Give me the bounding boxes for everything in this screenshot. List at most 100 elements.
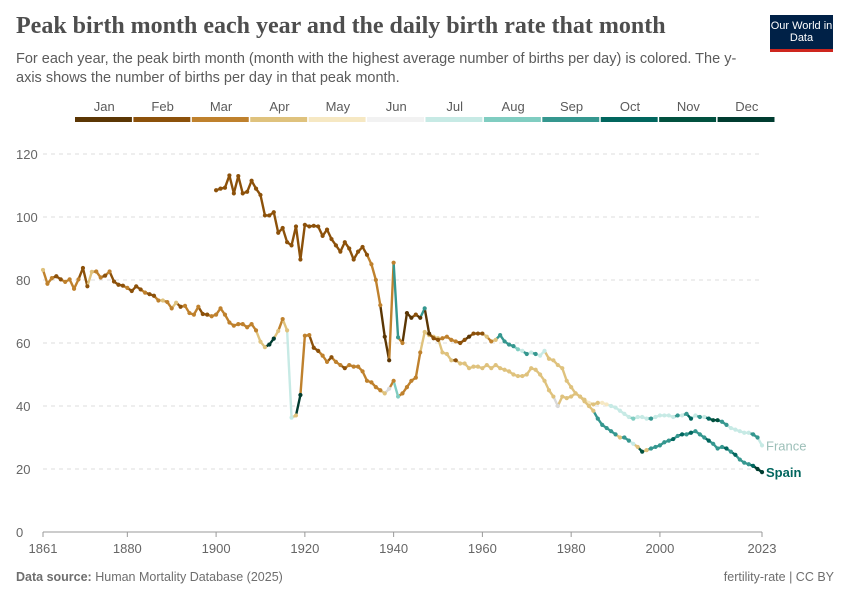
france-point[interactable] xyxy=(591,402,596,407)
legend-swatch-oct[interactable] xyxy=(600,117,658,122)
spain-point[interactable] xyxy=(622,435,627,440)
france-point[interactable] xyxy=(600,400,605,405)
france-point[interactable] xyxy=(205,312,210,317)
france-point[interactable] xyxy=(657,413,663,418)
spain-point[interactable] xyxy=(759,470,765,475)
spain-series-label[interactable]: Spain xyxy=(766,465,801,480)
france-point[interactable] xyxy=(364,378,370,383)
spain-point[interactable] xyxy=(253,186,259,191)
legend-label-dec[interactable]: Dec xyxy=(735,99,759,114)
france-point[interactable] xyxy=(648,416,654,421)
spain-point[interactable] xyxy=(719,444,725,450)
france-point[interactable] xyxy=(742,430,747,435)
france-point[interactable] xyxy=(120,283,125,288)
france-point[interactable] xyxy=(54,274,59,279)
spain-point[interactable] xyxy=(422,306,427,311)
france-point[interactable] xyxy=(413,375,418,380)
france-point[interactable] xyxy=(489,366,494,371)
france-point[interactable] xyxy=(245,325,250,330)
spain-point[interactable] xyxy=(542,348,547,353)
france-point[interactable] xyxy=(613,405,618,410)
france-point[interactable] xyxy=(71,286,77,291)
spain-point[interactable] xyxy=(298,257,303,262)
legend-label-sep[interactable]: Sep xyxy=(560,99,583,114)
spain-point[interactable] xyxy=(635,444,640,450)
spain-point[interactable] xyxy=(316,224,321,229)
france-point[interactable] xyxy=(693,413,698,418)
france-point[interactable] xyxy=(440,350,445,355)
spain-point[interactable] xyxy=(404,310,410,316)
spain-point[interactable] xyxy=(515,347,520,352)
spain-point[interactable] xyxy=(351,257,356,262)
france-point[interactable] xyxy=(138,287,143,292)
spain-point[interactable] xyxy=(484,334,489,339)
spain-point[interactable] xyxy=(555,362,560,368)
france-point[interactable] xyxy=(733,427,738,432)
france-point[interactable] xyxy=(373,385,378,390)
france-point[interactable] xyxy=(555,403,560,409)
spain-point[interactable] xyxy=(680,432,685,437)
france-point[interactable] xyxy=(63,279,68,284)
france-point[interactable] xyxy=(622,411,627,416)
france-point[interactable] xyxy=(94,269,99,274)
spain-point[interactable] xyxy=(626,438,631,443)
spain-point[interactable] xyxy=(537,353,543,358)
france-point[interactable] xyxy=(706,416,711,421)
france-point[interactable] xyxy=(111,279,117,284)
spain-point[interactable] xyxy=(489,339,494,344)
france-point[interactable] xyxy=(471,364,476,369)
france-point[interactable] xyxy=(236,322,241,327)
spain-point[interactable] xyxy=(231,191,236,196)
france-point[interactable] xyxy=(151,293,157,298)
france-point[interactable] xyxy=(85,284,90,289)
france-point[interactable] xyxy=(640,414,645,420)
spain-point[interactable] xyxy=(546,356,552,361)
spain-point[interactable] xyxy=(293,224,299,229)
france-point[interactable] xyxy=(564,396,569,401)
spain-point[interactable] xyxy=(444,334,449,339)
france-point[interactable] xyxy=(231,323,236,328)
france-point[interactable] xyxy=(697,414,702,420)
spain-point[interactable] xyxy=(573,391,578,396)
spain-point[interactable] xyxy=(373,277,378,283)
france-point[interactable] xyxy=(702,414,707,420)
france-point[interactable] xyxy=(666,413,671,418)
legend-label-mar[interactable]: Mar xyxy=(210,99,233,114)
spain-point[interactable] xyxy=(289,243,294,248)
france-point[interactable] xyxy=(200,311,205,317)
france-point[interactable] xyxy=(546,388,552,393)
spain-point[interactable] xyxy=(307,224,312,229)
france-point[interactable] xyxy=(395,394,401,399)
france-point[interactable] xyxy=(80,265,86,271)
spain-point[interactable] xyxy=(693,429,698,434)
spain-point[interactable] xyxy=(218,186,223,191)
spain-point[interactable] xyxy=(395,335,401,340)
legend-swatch-apr[interactable] xyxy=(250,117,308,122)
france-point[interactable] xyxy=(569,394,574,399)
france-point[interactable] xyxy=(462,361,467,366)
france-point[interactable] xyxy=(40,267,46,273)
spain-point[interactable] xyxy=(675,433,680,439)
france-point[interactable] xyxy=(595,400,600,405)
spain-point[interactable] xyxy=(462,337,467,342)
france-point[interactable] xyxy=(387,386,392,391)
legend-swatch-sep[interactable] xyxy=(542,117,600,122)
spain-point[interactable] xyxy=(737,457,742,462)
spain-point[interactable] xyxy=(613,432,618,437)
france-point[interactable] xyxy=(258,339,263,344)
spain-point[interactable] xyxy=(466,334,472,339)
france-point[interactable] xyxy=(608,403,614,409)
france-point[interactable] xyxy=(213,312,219,317)
france-point[interactable] xyxy=(675,413,680,418)
spain-point[interactable] xyxy=(378,303,383,308)
spain-point[interactable] xyxy=(640,449,645,454)
france-point[interactable] xyxy=(351,364,356,369)
spain-point[interactable] xyxy=(711,441,716,446)
spain-point[interactable] xyxy=(213,188,219,193)
spain-point[interactable] xyxy=(742,460,747,465)
france-point[interactable] xyxy=(45,281,50,286)
spain-point[interactable] xyxy=(271,210,276,215)
france-point[interactable] xyxy=(711,418,716,423)
france-point[interactable] xyxy=(715,418,720,423)
legend-label-aug[interactable]: Aug xyxy=(502,99,525,114)
